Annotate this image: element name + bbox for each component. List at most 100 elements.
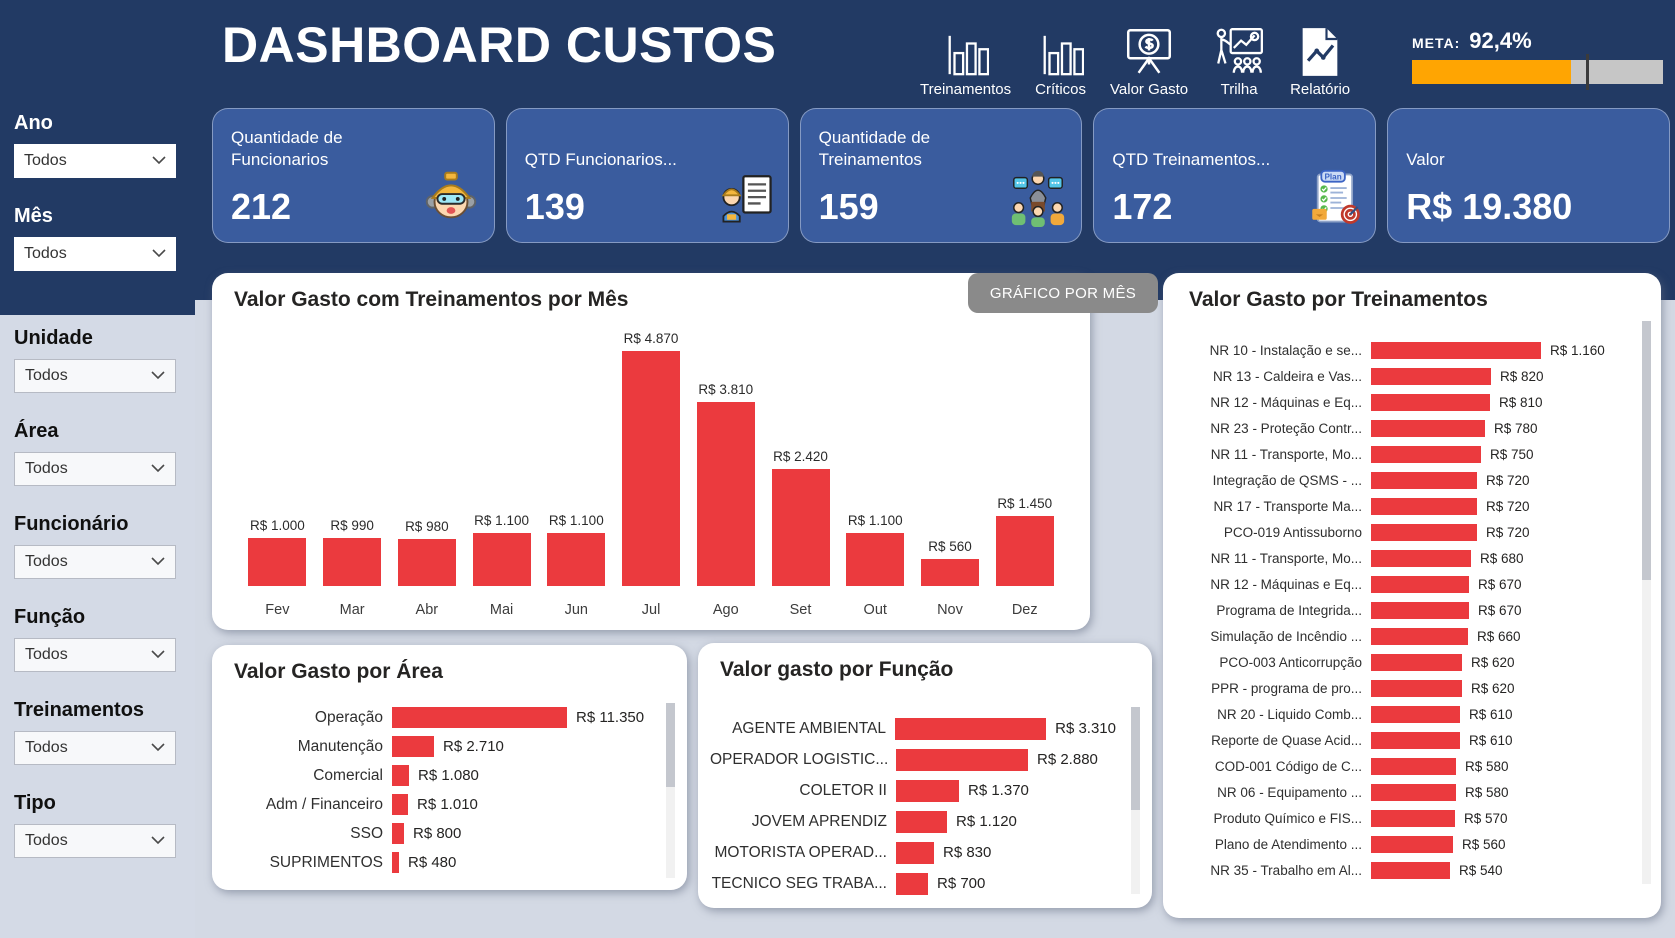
scrollbar-thumb[interactable]: [666, 703, 675, 787]
scrollbar-track[interactable]: [1642, 321, 1651, 884]
bar[interactable]: [1371, 471, 1477, 489]
filter-funcao: Função Todos: [14, 606, 195, 699]
chevron-down-icon: [151, 553, 165, 571]
bar[interactable]: [1371, 861, 1450, 879]
bar[interactable]: [248, 538, 307, 586]
bar-row-sso: SSO R$ 800: [224, 819, 651, 848]
filter-area: Área Todos: [14, 420, 195, 513]
category-label: PPR - programa de pro...: [1211, 680, 1362, 696]
bar[interactable]: [392, 736, 434, 757]
chevron-down-icon: [151, 739, 165, 757]
bar-value-label: R$ 1.370: [968, 782, 1029, 799]
nav-item-label: Treinamentos: [920, 81, 1012, 98]
bar[interactable]: [392, 794, 408, 815]
bar[interactable]: [1371, 627, 1468, 645]
dropdown-tipo[interactable]: Todos: [14, 824, 176, 858]
bar[interactable]: [1371, 731, 1460, 749]
filter-unidade: Unidade Todos: [14, 327, 195, 420]
axis-label: Abr: [415, 602, 439, 618]
nav-item-criticos[interactable]: Críticos: [1035, 32, 1086, 98]
bar[interactable]: [547, 533, 606, 586]
nav-item-treinamentos[interactable]: Treinamentos: [920, 32, 1011, 98]
filter-label: Mês: [14, 205, 53, 227]
bar[interactable]: [622, 351, 681, 586]
bar[interactable]: [1371, 341, 1541, 359]
area-chart-title: Valor Gasto por Área: [234, 660, 443, 683]
bar[interactable]: [392, 823, 404, 844]
bar[interactable]: [1371, 835, 1453, 853]
bar[interactable]: [1371, 705, 1460, 723]
category-label: TECNICO SEG TRABA...: [711, 874, 887, 892]
filter-funcionario: Funcionário Todos: [14, 513, 195, 606]
bar[interactable]: [896, 748, 1028, 771]
bar-value-label: R$ 2.880: [1037, 751, 1098, 768]
bar-row-pco-019-antissuborno: PCO-019 Antissuborno R$ 720: [1173, 519, 1629, 545]
bar-value-label: R$ 4.870: [623, 331, 679, 346]
bar[interactable]: [771, 469, 830, 586]
dropdown-funcao[interactable]: Todos: [14, 638, 176, 672]
bar-value-label: R$ 670: [1478, 602, 1522, 618]
scrollbar-thumb[interactable]: [1642, 321, 1651, 580]
grafico-por-mes-button[interactable]: GRÁFICO POR MÊS: [968, 273, 1158, 313]
category-label: Simulação de Incêndio ...: [1210, 628, 1362, 644]
dropdown-unidade[interactable]: Todos: [14, 359, 176, 393]
bar[interactable]: [896, 810, 947, 833]
bar[interactable]: [1371, 549, 1471, 567]
filter-sidebar-top: Ano Todos Mês Todos: [0, 100, 195, 315]
bar-value-label: R$ 580: [1465, 784, 1509, 800]
bar[interactable]: [1371, 419, 1485, 437]
bar[interactable]: [1371, 679, 1462, 697]
bar-value-label: R$ 1.100: [548, 513, 604, 528]
dropdown-funcionario[interactable]: Todos: [14, 545, 176, 579]
bar[interactable]: [392, 852, 399, 873]
bar[interactable]: [1371, 523, 1477, 541]
bar-row-tecnico-seg-traba: TECNICO SEG TRABA... R$ 700: [710, 868, 1116, 899]
chevron-down-icon: [151, 646, 165, 664]
nav-item-trilha[interactable]: Trilha: [1212, 24, 1266, 98]
dropdown-area[interactable]: Todos: [14, 452, 176, 486]
nav-item-label: Trilha: [1220, 81, 1258, 98]
bar-column-set: R$ 2.420 Set: [763, 449, 838, 618]
bar-row-ppr-programa-de-pro: PPR - programa de pro... R$ 620: [1173, 675, 1629, 701]
nav-item-valor-gasto[interactable]: Valor Gasto: [1110, 24, 1188, 98]
dropdown-treinamentos[interactable]: Todos: [14, 731, 176, 765]
bar[interactable]: [472, 533, 531, 586]
dropdown-value: Todos: [24, 245, 67, 262]
bar[interactable]: [1371, 445, 1481, 463]
bar[interactable]: [397, 539, 456, 586]
bar[interactable]: [995, 516, 1054, 586]
bar[interactable]: [392, 707, 567, 728]
worker-board-icon: [718, 169, 776, 232]
dropdown-ano[interactable]: Todos: [14, 144, 176, 178]
bar[interactable]: [1371, 653, 1462, 671]
kpi-card-quantidade-de-funcionarios: Quantidade de Funcionarios 212: [212, 108, 495, 243]
bar[interactable]: [896, 841, 934, 864]
bar[interactable]: [1371, 757, 1456, 775]
bar[interactable]: [392, 765, 409, 786]
bar-row-nr-06-equipamento: NR 06 - Equipamento ... R$ 580: [1173, 779, 1629, 805]
bar[interactable]: [896, 872, 928, 895]
bar[interactable]: [894, 717, 1047, 740]
svg-text:Plan: Plan: [1325, 172, 1342, 181]
bar[interactable]: [1371, 393, 1490, 411]
bar[interactable]: [323, 538, 382, 586]
bar-row-operador-logistic: OPERADOR LOGISTIC... R$ 2.880: [710, 744, 1116, 775]
bar[interactable]: [920, 559, 979, 586]
nav-item-relatorio[interactable]: Relatório: [1290, 26, 1350, 98]
scrollbar-track[interactable]: [666, 703, 675, 878]
category-label: OPERADOR LOGISTIC...: [710, 750, 889, 768]
bar[interactable]: [896, 779, 959, 802]
bar[interactable]: [1371, 809, 1455, 827]
dropdown-mes[interactable]: Todos: [14, 237, 176, 271]
bar[interactable]: [1371, 367, 1491, 385]
category-label: NR 23 - Proteção Contr...: [1210, 420, 1362, 436]
scrollbar-thumb[interactable]: [1131, 707, 1140, 810]
scrollbar-track[interactable]: [1131, 707, 1140, 894]
bar[interactable]: [1371, 575, 1469, 593]
bar[interactable]: [1371, 601, 1469, 619]
kpi-card-qtd-treinamentos: QTD Treinamentos... 172 Plan: [1093, 108, 1377, 243]
bar[interactable]: [846, 533, 905, 586]
bar[interactable]: [1371, 497, 1477, 515]
bar[interactable]: [1371, 783, 1456, 801]
bar[interactable]: [696, 402, 755, 586]
